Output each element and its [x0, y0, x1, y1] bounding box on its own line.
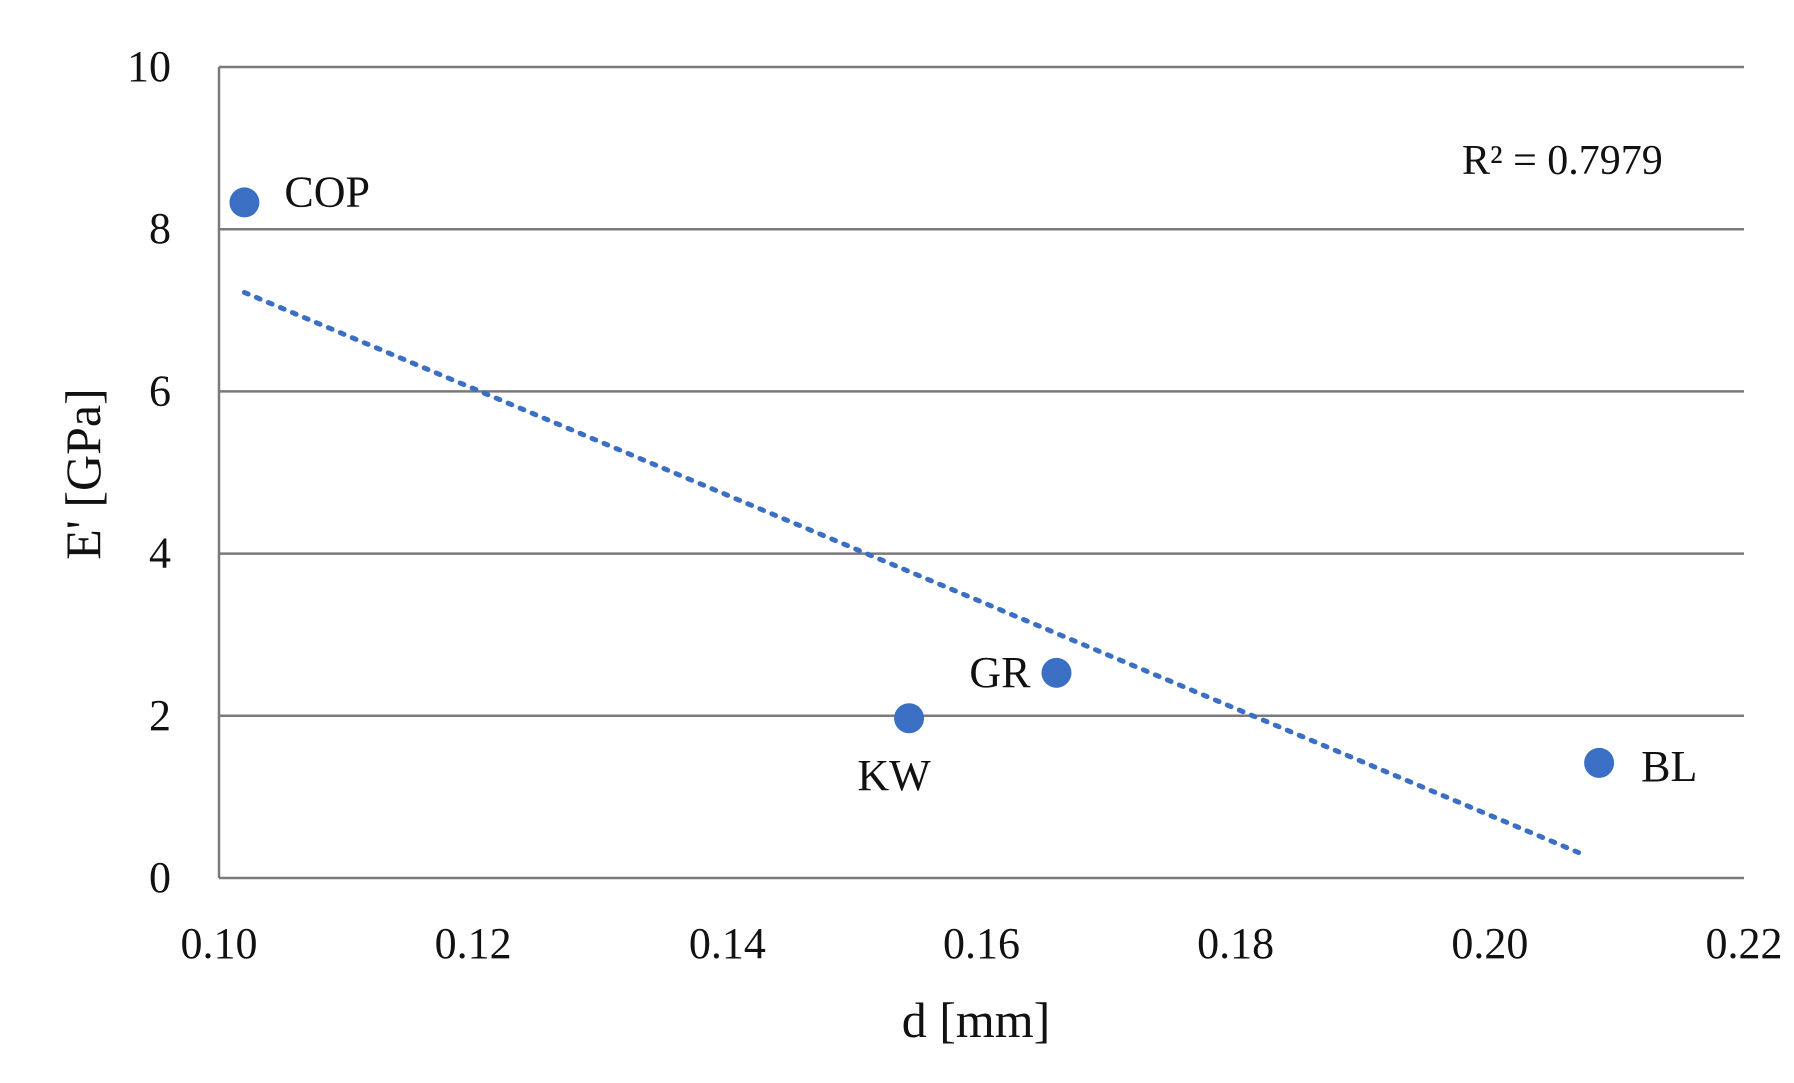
x-tick-label: 0.16 [943, 919, 1020, 968]
x-tick-label: 0.22 [1706, 919, 1783, 968]
x-tick-label: 0.10 [181, 919, 258, 968]
data-point-gr [1041, 657, 1072, 688]
tick-labels: 0 2 4 6 8 10 0.10 0.12 0.14 0.16 0.18 0.20 0.22 [127, 42, 1783, 968]
point-label-cop: COP [284, 167, 370, 216]
point-label-kw: KW [857, 751, 931, 800]
y-tick-label: 10 [127, 42, 171, 91]
x-tick-label: 0.18 [1197, 919, 1274, 968]
x-tick-label: 0.14 [689, 919, 766, 968]
r-squared-label: R² = 0.7979 [1462, 138, 1663, 184]
data-point-kw [894, 703, 925, 734]
x-axis-title: d [mm] [902, 992, 1051, 1048]
y-tick-label: 6 [149, 366, 171, 415]
y-tick-label: 0 [149, 853, 171, 902]
axes [217, 67, 1744, 880]
trendline [241, 289, 1588, 858]
point-label-gr: GR [969, 648, 1031, 697]
grid-lines [219, 65, 1744, 718]
trendline-group [241, 289, 1588, 858]
data-point-cop [229, 187, 260, 218]
y-tick-label: 2 [149, 691, 171, 740]
point-label-bl: BL [1641, 742, 1697, 791]
x-tick-label: 0.12 [435, 919, 512, 968]
data-points: COP KW GR BL [229, 167, 1697, 800]
y-tick-label: 8 [149, 204, 171, 253]
y-axis-title: E' [GPa] [55, 388, 111, 559]
y-tick-label: 4 [149, 529, 171, 578]
x-tick-label: 0.20 [1451, 919, 1528, 968]
data-point-bl [1584, 747, 1615, 778]
